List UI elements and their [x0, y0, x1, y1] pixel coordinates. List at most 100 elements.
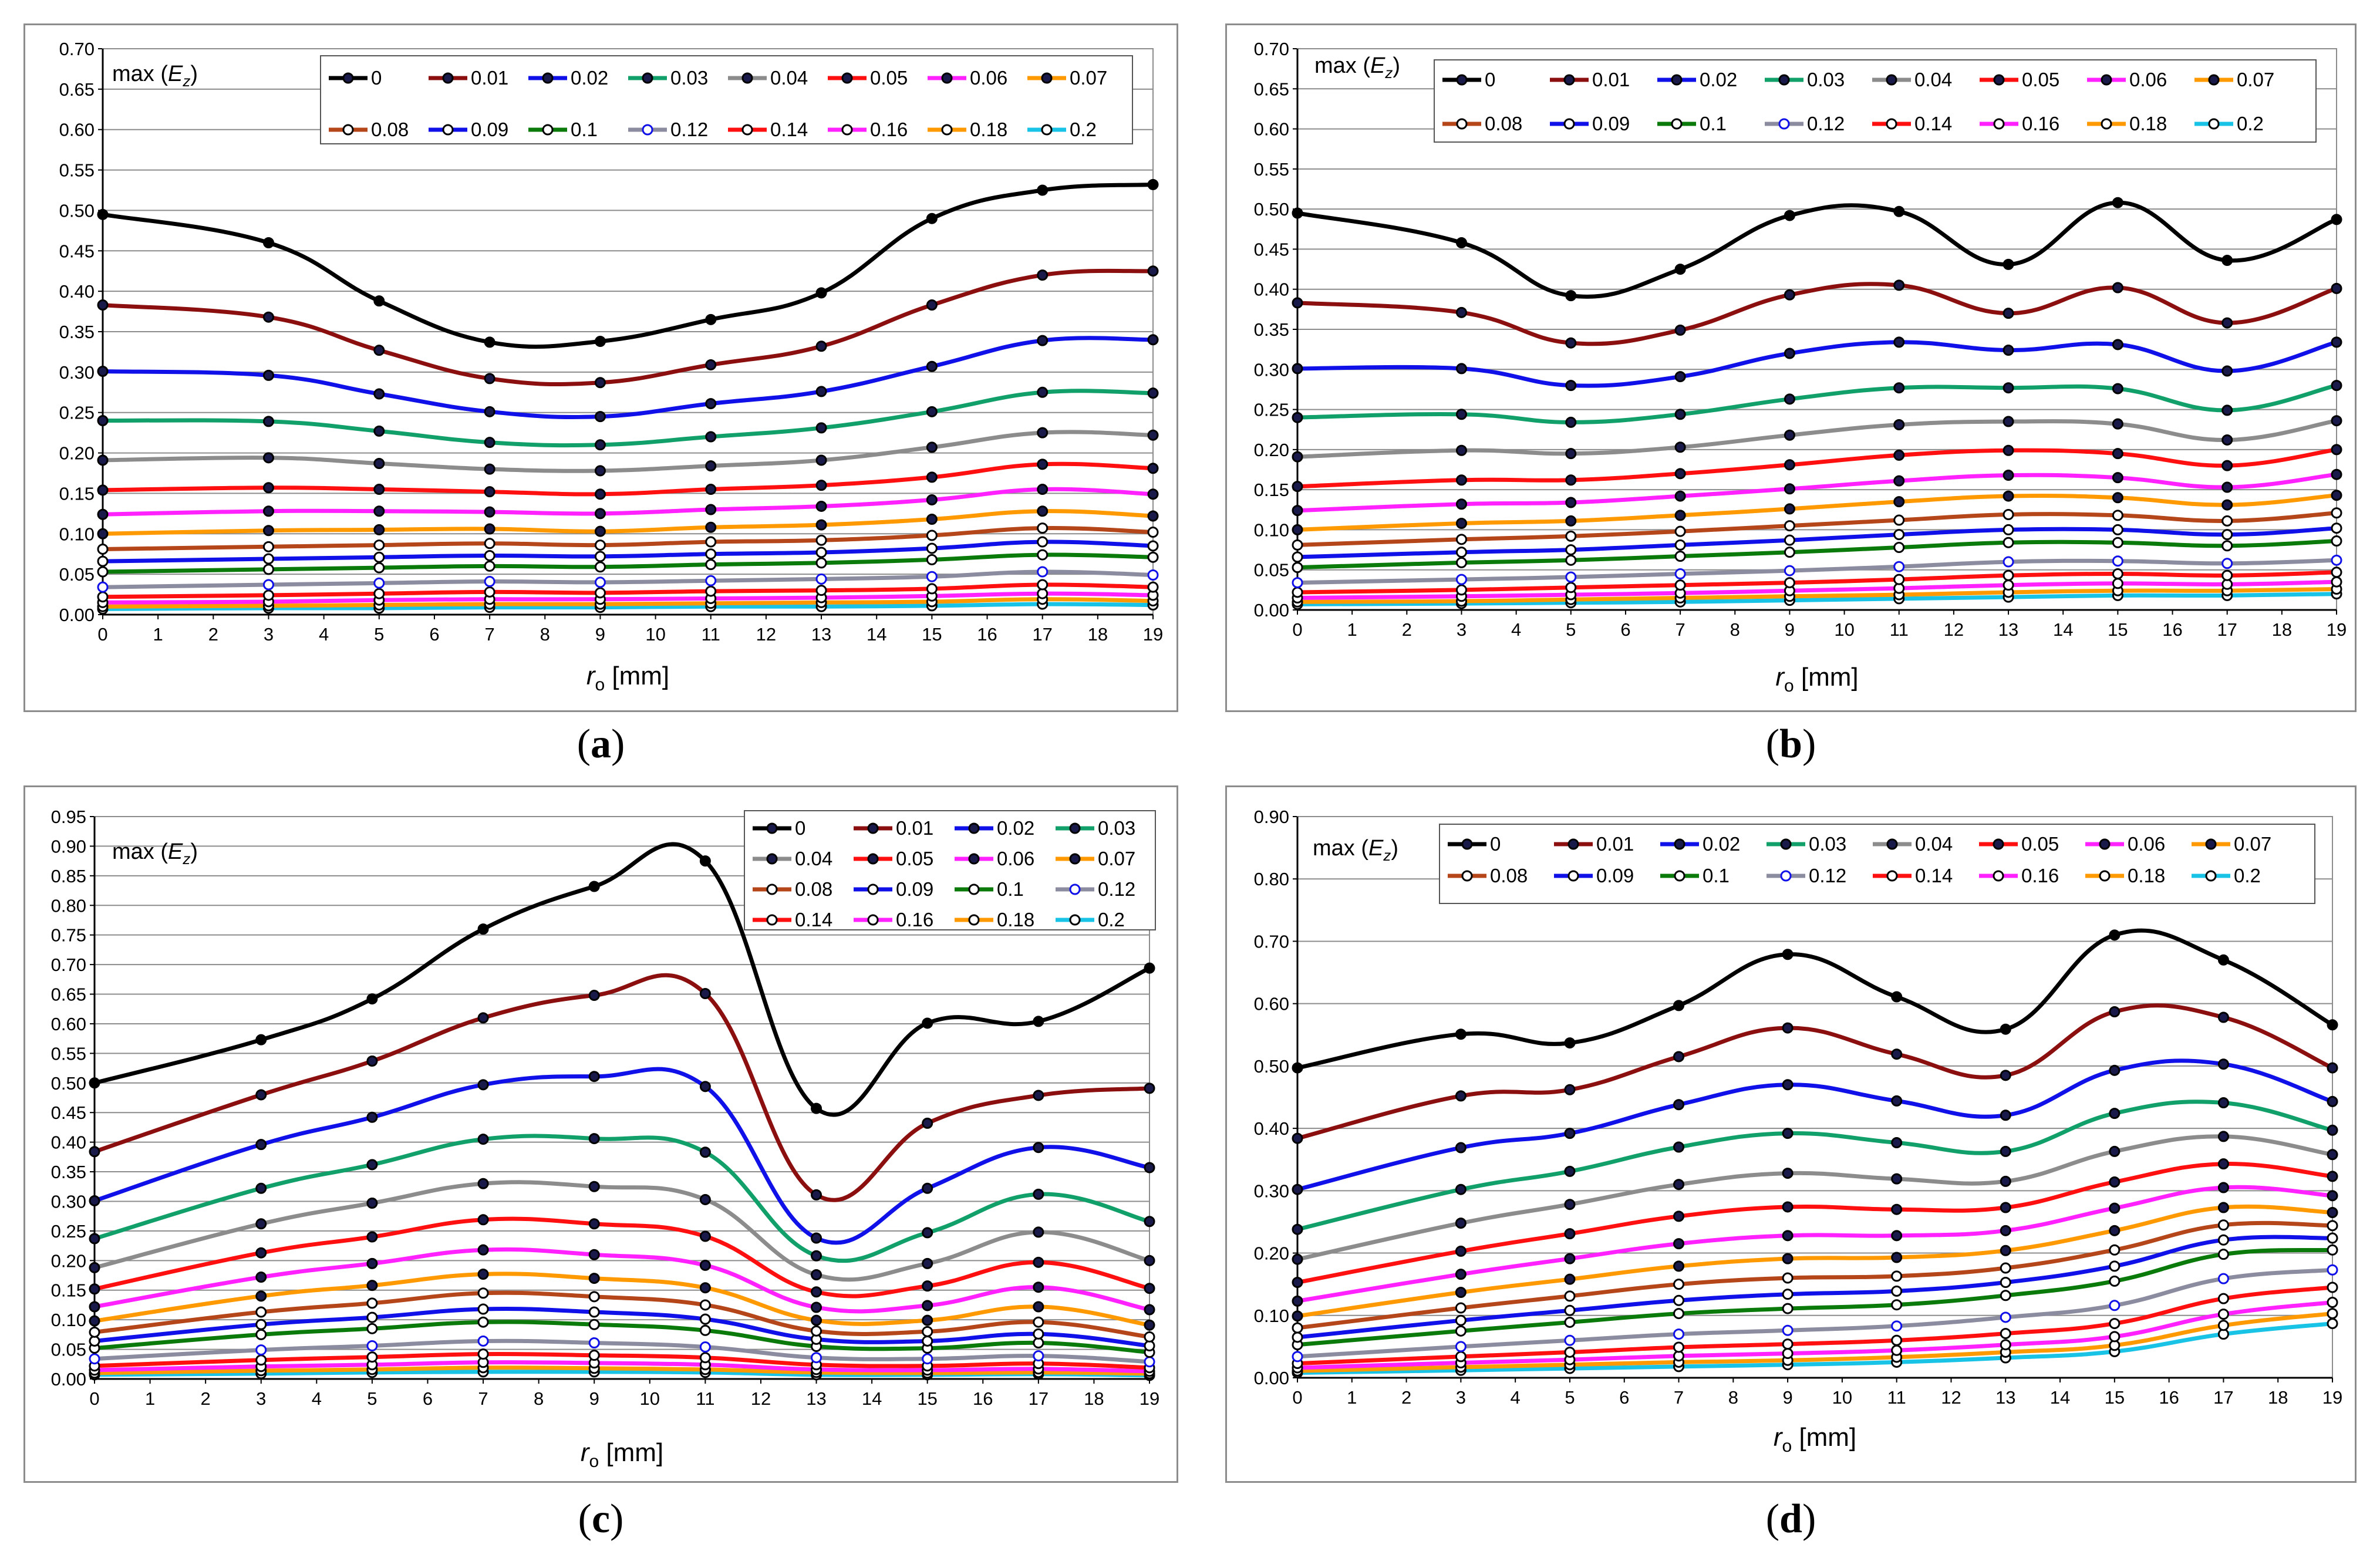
legend-marker: [1567, 838, 1579, 850]
data-point: [2221, 499, 2233, 511]
data-point: [705, 398, 717, 410]
data-point: [1784, 393, 1795, 405]
series-line-0: [102, 182, 1154, 349]
data-point: [1292, 1062, 1303, 1074]
data-point: [1893, 574, 1905, 585]
data-point: [366, 1159, 378, 1171]
y-tick-label: 0.45: [51, 1102, 86, 1123]
data-point: [1144, 1162, 1155, 1173]
data-point: [2000, 1225, 2011, 1236]
data-point: [2000, 1276, 2011, 1288]
legend-marker: [442, 124, 454, 136]
legend-label: 0.12: [1809, 865, 1846, 886]
data-point: [255, 1034, 267, 1046]
x-tick-label: 7: [478, 1388, 488, 1409]
x-tick-label: 18: [1084, 1388, 1104, 1409]
data-point: [594, 377, 606, 389]
series-line-0.02: [93, 1067, 1150, 1245]
legend: 0 0.01 0.02 0.03 0.04 0.05 0.06 0.07 0.08 0.09 0.1…: [320, 55, 1133, 144]
series-line-0.06: [1297, 472, 2337, 513]
data-point: [97, 414, 109, 426]
data-point: [2221, 365, 2233, 377]
x-tick-label: 14: [2053, 619, 2073, 640]
x-tick-label: 15: [922, 624, 942, 645]
legend-marker: [741, 124, 753, 136]
data-point: [699, 988, 711, 1000]
data-point: [262, 452, 274, 464]
legend-label: 0.12: [1807, 113, 1845, 134]
x-tick-label: 6: [1620, 619, 1630, 640]
data-point: [594, 336, 606, 348]
data-point: [2000, 1311, 2011, 1323]
data-point: [705, 521, 717, 533]
x-tick-label: 15: [2108, 619, 2128, 640]
legend-label: 0.01: [896, 817, 933, 839]
x-tick-label: 0: [97, 624, 107, 645]
data-point: [2109, 1318, 2121, 1330]
x-tick-label: 0: [89, 1388, 99, 1409]
data-point: [1292, 1322, 1303, 1334]
legend-label: 0.04: [795, 848, 832, 869]
caption-a-letter: a: [591, 721, 611, 767]
caption-b: (b): [1765, 721, 1816, 767]
legend-label: 0.09: [471, 119, 508, 140]
data-point: [255, 1272, 267, 1283]
series-line-0.18: [102, 597, 1154, 609]
x-tick-label: 2: [201, 1388, 211, 1409]
y-tick-label: 0.30: [1254, 1181, 1289, 1201]
data-point: [373, 484, 385, 495]
data-point: [1455, 1142, 1467, 1154]
data-point: [1891, 1230, 1903, 1242]
y-tick-label: 0.25: [1254, 400, 1289, 420]
data-point: [2003, 490, 2014, 502]
x-axis-label: ro [mm]: [1774, 1423, 1856, 1456]
data-point: [2000, 1202, 2011, 1213]
series-line-0.1: [102, 552, 1154, 574]
y-tick-label: 0.30: [1254, 359, 1289, 380]
legend-label: 0.1: [571, 119, 598, 140]
series-line-0.02: [1297, 340, 2337, 388]
legend-label: 0: [371, 67, 382, 89]
data-point: [1033, 1350, 1044, 1362]
legend-label: 0.07: [2237, 69, 2274, 90]
data-point: [2109, 1176, 2121, 1188]
x-tick-label: 8: [540, 624, 550, 645]
data-point: [2217, 1234, 2229, 1246]
data-point: [262, 541, 274, 552]
series-line-0.1: [1297, 539, 2337, 570]
data-point: [1292, 1310, 1303, 1322]
data-point: [1782, 1168, 1794, 1179]
data-point: [705, 431, 717, 443]
data-point: [2217, 954, 2229, 966]
data-point: [2000, 1245, 2011, 1256]
data-point: [1782, 1324, 1794, 1336]
series-line-0.03: [1297, 1100, 2333, 1232]
legend-label: 0.02: [997, 817, 1034, 839]
series-line-0.04: [1297, 1134, 2333, 1262]
data-point: [815, 386, 827, 397]
legend-label: 0.2: [2237, 113, 2264, 134]
series-line-0.14: [102, 582, 1154, 599]
data-point: [2331, 554, 2342, 566]
series-line-0.03: [102, 389, 1154, 448]
data-point: [705, 575, 717, 586]
data-point: [1292, 1331, 1303, 1343]
data-point: [1033, 1337, 1044, 1348]
data-point: [255, 1318, 267, 1330]
data-point: [2327, 1149, 2338, 1161]
legend-label: 0.03: [1809, 833, 1846, 855]
data-point: [1033, 1016, 1044, 1027]
data-point: [588, 1306, 600, 1318]
data-point: [1674, 525, 1686, 537]
series-line-0.09: [1297, 1235, 2333, 1340]
data-point: [2331, 507, 2342, 519]
data-point: [366, 1351, 378, 1363]
y-tick-label: 0.35: [59, 322, 95, 342]
y-tick-label: 0.15: [1254, 480, 1289, 500]
data-point: [2109, 1064, 2121, 1076]
x-tick-label: 14: [862, 1388, 882, 1409]
y-tick-label: 0.65: [1254, 79, 1289, 99]
data-point: [255, 1247, 267, 1259]
data-point: [2109, 1108, 2121, 1119]
chart-c: 0.000.050.100.150.200.250.300.350.400.45…: [51, 807, 1160, 1471]
